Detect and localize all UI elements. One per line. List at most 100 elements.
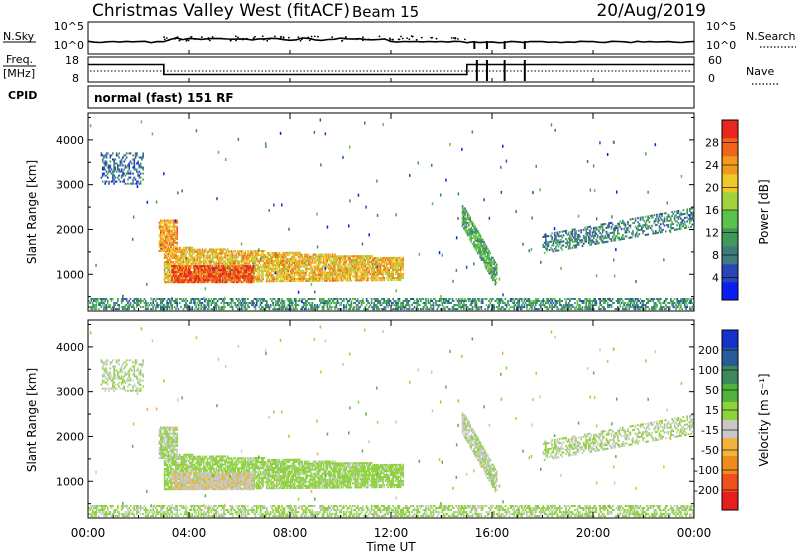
power-cell bbox=[509, 306, 512, 309]
power-cell bbox=[136, 304, 138, 307]
power-cell bbox=[138, 300, 141, 302]
power-cell bbox=[210, 271, 213, 274]
power-cell bbox=[228, 262, 230, 265]
power-cell bbox=[452, 300, 455, 302]
power-cell bbox=[242, 260, 244, 263]
power-cell bbox=[330, 306, 333, 309]
power-cell bbox=[195, 279, 197, 282]
power-cell bbox=[243, 277, 245, 280]
power-cell bbox=[423, 306, 426, 309]
power-cell bbox=[480, 300, 483, 302]
power-cell bbox=[585, 306, 588, 309]
power-cell bbox=[162, 239, 165, 242]
power-cell bbox=[349, 298, 351, 300]
power-cell bbox=[115, 302, 118, 304]
power-cell bbox=[358, 267, 360, 270]
power-cell bbox=[122, 308, 124, 311]
power-cell bbox=[189, 271, 191, 274]
power-cell bbox=[283, 276, 286, 279]
power-cell bbox=[123, 308, 126, 311]
power-cell bbox=[161, 227, 163, 230]
power-cell bbox=[345, 255, 348, 258]
power-cell bbox=[340, 261, 343, 264]
power-cell bbox=[269, 298, 272, 300]
power-cell bbox=[388, 277, 391, 280]
power-cell bbox=[185, 304, 187, 307]
power-cell bbox=[146, 308, 148, 311]
power-cell bbox=[254, 304, 257, 307]
power-cell bbox=[542, 300, 545, 302]
power-cell bbox=[517, 308, 519, 311]
power-cell bbox=[474, 298, 476, 300]
power-cell bbox=[319, 267, 321, 270]
power-cell bbox=[659, 304, 662, 307]
power-cell bbox=[460, 306, 463, 309]
power-cell bbox=[343, 298, 345, 300]
power-cell bbox=[386, 277, 388, 280]
power-cell bbox=[207, 277, 210, 280]
power-cell bbox=[336, 277, 339, 280]
power-cell bbox=[331, 279, 334, 282]
power-cell bbox=[104, 298, 107, 300]
power-cell bbox=[244, 280, 247, 283]
power-cell bbox=[156, 302, 158, 304]
power-cell bbox=[152, 302, 155, 304]
power-cell bbox=[553, 304, 556, 307]
power-cell bbox=[545, 239, 547, 242]
power-cell bbox=[180, 260, 182, 263]
power-cell bbox=[463, 304, 465, 307]
power-cell bbox=[264, 262, 267, 265]
power-cell bbox=[284, 261, 287, 264]
power-cell bbox=[494, 279, 497, 282]
power-cell bbox=[108, 304, 110, 307]
power-cell bbox=[677, 302, 680, 304]
power-cell bbox=[215, 298, 218, 300]
power-cell bbox=[315, 306, 317, 309]
power-cell bbox=[223, 308, 225, 311]
power-cell bbox=[346, 267, 349, 270]
power-cell bbox=[618, 308, 620, 311]
power-cell bbox=[176, 221, 179, 224]
power-cell bbox=[109, 304, 112, 307]
power-cell bbox=[389, 273, 392, 276]
power-cell bbox=[388, 259, 391, 261]
power-cell bbox=[334, 277, 336, 280]
power-cell bbox=[601, 300, 604, 302]
power-cell bbox=[170, 239, 172, 242]
power-cell bbox=[638, 306, 641, 309]
power-cell bbox=[271, 258, 273, 260]
power-cell bbox=[240, 306, 243, 309]
power-cell bbox=[330, 265, 333, 268]
power-cell bbox=[263, 258, 266, 261]
power-cell bbox=[163, 221, 166, 224]
power-cell bbox=[237, 308, 239, 311]
power-cell bbox=[297, 280, 300, 282]
power-cell bbox=[254, 264, 257, 267]
power-cell bbox=[311, 257, 314, 260]
power-cell bbox=[226, 256, 229, 259]
nsky-dot bbox=[200, 36, 203, 39]
power-cell bbox=[370, 261, 373, 264]
power-cell bbox=[659, 306, 662, 309]
power-cell bbox=[552, 242, 555, 245]
power-cell bbox=[166, 235, 168, 238]
power-cell bbox=[483, 257, 485, 260]
power-cell bbox=[165, 275, 167, 278]
power-cell bbox=[548, 249, 551, 251]
power-cell bbox=[171, 279, 173, 282]
power-cell bbox=[219, 279, 221, 282]
beam-label: Beam 15 bbox=[352, 3, 419, 21]
power-cell bbox=[163, 235, 166, 238]
power-cell bbox=[329, 300, 331, 302]
power-cell bbox=[165, 221, 167, 224]
power-cell bbox=[479, 244, 482, 247]
power-cell bbox=[305, 271, 307, 274]
power-cell bbox=[163, 225, 166, 228]
power-cell bbox=[255, 304, 258, 307]
power-cell bbox=[637, 298, 639, 300]
power-cell bbox=[292, 308, 295, 311]
power-cell bbox=[483, 253, 485, 256]
power-cell bbox=[220, 308, 223, 311]
power-cell bbox=[548, 306, 551, 309]
power-cell bbox=[516, 302, 518, 304]
